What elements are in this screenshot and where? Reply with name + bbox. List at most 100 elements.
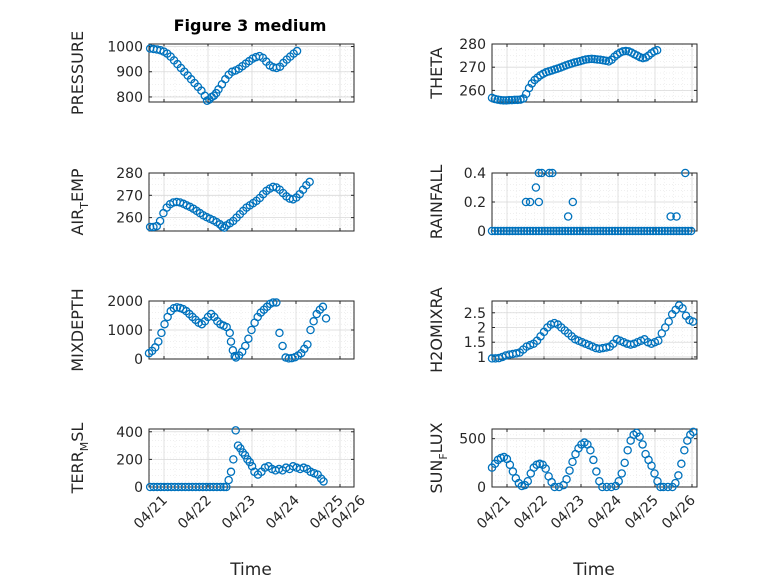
data-point-sun_flux-26 (568, 457, 577, 467)
data-point-rainfall-81 (681, 168, 690, 178)
subplot-sun_flux: 0 500 SUNFLUX 04/2104/2204/2304/2404/2504/2… (427, 422, 699, 532)
data-point-rainfall-5 (502, 226, 511, 236)
data-point-rainfall-4 (499, 226, 508, 236)
subplot-mixdepth: 0 1000 2000 MIXDEPTH (68, 288, 355, 372)
data-point-sun_flux-55 (659, 482, 668, 492)
y-tick-label: 400 (116, 425, 143, 441)
x-tick-label: 04/22 (175, 493, 215, 533)
data-point-sun_flux-32 (586, 446, 595, 455)
data-point-rainfall-66 (681, 226, 690, 236)
data-point-rainfall-51 (637, 226, 646, 236)
data-point-rainfall-54 (645, 226, 655, 236)
data-point-mixdepth-61 (303, 340, 312, 349)
y-axis-label-rainfall: RAINFALL (427, 165, 446, 240)
data-point-terr_msl-28 (219, 482, 229, 492)
data-point-sun_flux-48 (638, 440, 647, 449)
y-tick-label: 270 (459, 60, 486, 76)
data-point-rainfall-57 (654, 226, 664, 236)
data-point-rainfall-21 (549, 226, 558, 236)
data-point-rainfall-74 (534, 197, 544, 207)
data-point-rainfall-2 (493, 226, 503, 236)
data-point-rainfall-7 (508, 226, 517, 236)
data-point-mixdepth-41 (241, 341, 250, 351)
x-tick-label: 04/24 (585, 492, 625, 532)
subplot-rainfall: 0 0.2 0.4 RAINFALL (427, 165, 698, 240)
x-tick-label: 04/21 (131, 493, 171, 533)
y-tick-label: 2000 (107, 294, 143, 310)
data-point-rainfall-79 (666, 212, 675, 221)
data-point-sun_flux-56 (663, 482, 673, 492)
data-point-rainfall-72 (534, 168, 544, 178)
data-point-sun_flux-59 (674, 471, 683, 480)
y-tick-label: 1.5 (464, 335, 486, 351)
data-point-sun_flux-61 (680, 446, 689, 455)
data-point-rainfall-0 (487, 226, 497, 236)
data-point-rainfall-29 (572, 226, 582, 236)
data-point-sun_flux-47 (635, 432, 644, 441)
y-tick-label: 0.4 (464, 166, 486, 182)
subplot-theta: 260 270 280 THETA (427, 37, 698, 105)
data-point-mixdepth-53 (278, 341, 287, 351)
plot-border-rainfall (491, 172, 698, 232)
data-point-rainfall-35 (590, 226, 599, 236)
data-point-theta-5 (501, 96, 511, 105)
data-point-rainfall-43 (613, 226, 623, 236)
data-point-rainfall-30 (575, 226, 585, 236)
data-point-rainfall-53 (642, 226, 652, 236)
data-point-rainfall-78 (568, 197, 578, 207)
data-point-terr_msl-33 (231, 426, 240, 435)
data-point-sun_flux-51 (647, 461, 656, 470)
data-point-terr_msl-60 (316, 474, 326, 483)
data-point-rainfall-75 (545, 168, 554, 178)
data-point-sun_flux-34 (592, 467, 601, 476)
data-point-sun_flux-60 (677, 459, 686, 469)
data-point-rainfall-6 (505, 226, 514, 236)
y-axis-label-air_temp: AIRTEMP (68, 168, 91, 235)
data-point-sun_flux-6 (505, 460, 515, 470)
y-axis-label-pressure: PRESSURE (68, 31, 87, 115)
data-point-rainfall-64 (675, 226, 684, 236)
y-axis-label-terr_msl: TERRMSL (68, 423, 91, 495)
subplot-air_temp: 260 270 280 AIRTEMP (68, 166, 355, 236)
y-tick-label: 0 (477, 480, 486, 496)
data-point-rainfall-60 (663, 226, 672, 236)
data-point-sun_flux-41 (617, 469, 626, 478)
data-point-pressure-52 (292, 46, 302, 56)
data-point-sun_flux-37 (602, 482, 612, 492)
data-point-sun_flux-43 (623, 446, 632, 455)
data-point-terr_msl-36 (238, 448, 247, 457)
y-tick-label: 2 (477, 320, 486, 336)
data-point-h2omixra-55 (678, 304, 687, 313)
x-tick-label: 04/25 (622, 493, 662, 533)
y-tick-label: 260 (459, 83, 486, 99)
data-point-rainfall-46 (622, 226, 631, 236)
data-point-sun_flux-64 (689, 427, 698, 437)
data-point-rainfall-32 (581, 226, 590, 236)
figure-title: Figure 3 medium (174, 16, 327, 35)
data-point-rainfall-11 (519, 226, 529, 236)
data-point-rainfall-3 (496, 226, 506, 236)
data-point-rainfall-52 (640, 226, 649, 236)
data-point-sun_flux-40 (614, 476, 623, 486)
data-point-sun_flux-24 (562, 475, 571, 484)
data-point-terr_msl-35 (236, 444, 245, 453)
x-tick-label: 04/23 (548, 493, 588, 533)
data-point-mixdepth-34 (225, 328, 235, 338)
data-point-rainfall-61 (666, 226, 675, 236)
data-point-rainfall-63 (672, 226, 681, 236)
data-point-rainfall-55 (648, 226, 658, 236)
data-point-theta-9 (513, 95, 522, 105)
data-point-sun_flux-36 (598, 482, 607, 492)
data-point-rainfall-36 (593, 226, 602, 236)
data-point-rainfall-24 (558, 226, 567, 236)
y-axis-label-h2omixra: H2OMIXRA (427, 287, 446, 373)
data-point-rainfall-40 (604, 226, 614, 236)
data-point-mixdepth-42 (244, 334, 253, 343)
data-point-theta-7 (507, 95, 517, 105)
data-point-sun_flux-22 (554, 482, 564, 492)
data-point-rainfall-8 (511, 226, 520, 236)
data-point-rainfall-68 (686, 226, 696, 236)
data-point-rainfall-76 (548, 168, 557, 178)
data-point-rainfall-50 (634, 226, 643, 236)
